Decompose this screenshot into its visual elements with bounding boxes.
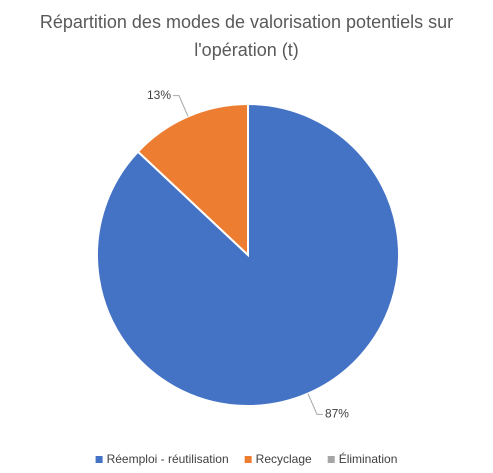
pie-slice [96,102,400,407]
leader-line [173,95,189,117]
legend-label: Élimination [339,451,398,466]
legend-marker [95,456,103,463]
leader-line [307,393,323,415]
legend-marker [327,456,335,463]
data-label: 87% [325,407,349,421]
data-label: 13% [147,88,171,102]
legend-label: Recyclage [256,452,312,466]
legend-label: Réemploi - réutilisation [107,452,229,466]
chart-title: Répartition des modes de valorisation po… [39,12,454,60]
legend-marker [244,456,252,463]
pie-slice [136,102,249,258]
